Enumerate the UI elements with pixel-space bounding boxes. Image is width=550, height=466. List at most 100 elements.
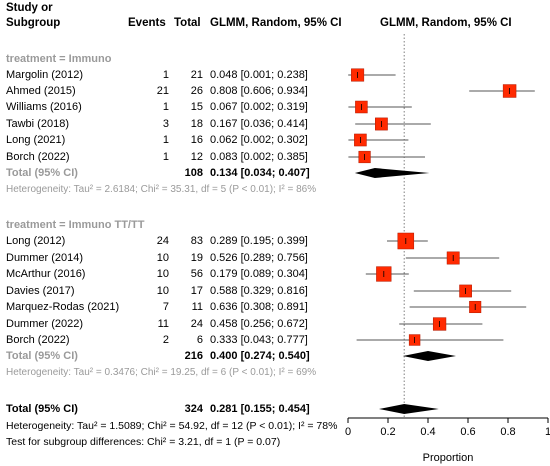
study-ci: 0.167 [0.036; 0.414]	[210, 118, 308, 130]
study-ci: 0.636 [0.308; 0.891]	[210, 301, 308, 313]
study-total: 15	[190, 101, 203, 113]
study-row: Marquez-Rodas (2021) 7 11 0.636 [0.308; …	[0, 300, 550, 314]
study-total: 16	[190, 134, 203, 146]
pooled-row: Total (95% CI) 108 0.134 [0.034; 0.407]	[0, 166, 550, 180]
study-name: Borch (2022)	[6, 151, 70, 163]
study-total: 56	[190, 268, 203, 280]
x-tick-label: 0.6	[460, 426, 475, 438]
study-row: Long (2021) 1 16 0.062 [0.002; 0.302]	[0, 133, 550, 147]
study-ci: 0.588 [0.329; 0.816]	[210, 285, 308, 297]
study-name: Dummer (2014)	[6, 252, 84, 264]
overall-total: 324	[184, 403, 203, 415]
study-ci: 0.048 [0.001; 0.238]	[210, 69, 308, 81]
study-name: Marquez-Rodas (2021)	[6, 301, 120, 313]
overall-ci: 0.281 [0.155; 0.454]	[210, 403, 310, 415]
header-subgroup: Subgroup	[6, 17, 61, 29]
study-row: Borch (2022) 1 12 0.083 [0.002; 0.385]	[0, 150, 550, 164]
study-total: 83	[190, 235, 203, 247]
pooled-ci: 0.134 [0.034; 0.407]	[210, 167, 310, 179]
study-name: Long (2012)	[6, 235, 66, 247]
study-events: 10	[156, 268, 169, 280]
study-name: Williams (2016)	[6, 101, 82, 113]
study-row: Dummer (2014) 10 19 0.526 [0.289; 0.756]	[0, 251, 550, 265]
x-tick-label: 0.4	[420, 426, 435, 438]
study-total: 19	[190, 252, 203, 264]
header-events: Events	[128, 17, 166, 29]
x-axis-label: Proportion	[423, 452, 474, 464]
study-ci: 0.526 [0.289; 0.756]	[210, 252, 308, 264]
pooled-total: 108	[184, 167, 203, 179]
study-ci: 0.083 [0.002; 0.385]	[210, 151, 308, 163]
study-row: Tawbi (2018) 3 18 0.167 [0.036; 0.414]	[0, 117, 550, 131]
study-name: Davies (2017)	[6, 285, 75, 297]
heterogeneity-text: Heterogeneity: Tau² = 2.6184; Chi² = 35.…	[6, 184, 317, 195]
study-events: 1	[162, 101, 169, 113]
study-ci: 0.062 [0.002; 0.302]	[210, 134, 308, 146]
x-tick-label: 0	[345, 426, 351, 438]
study-row: Borch (2022) 2 6 0.333 [0.043; 0.777]	[0, 333, 550, 347]
x-tick-label: 0.2	[380, 426, 395, 438]
study-events: 7	[162, 301, 169, 313]
header-study: Study or	[6, 2, 53, 14]
study-ci: 0.458 [0.256; 0.672]	[210, 318, 308, 330]
study-events: 10	[156, 285, 169, 297]
header-total: Total	[174, 17, 201, 29]
study-row: Dummer (2022) 11 24 0.458 [0.256; 0.672]	[0, 317, 550, 331]
study-row: McArthur (2016) 10 56 0.179 [0.089; 0.30…	[0, 267, 550, 281]
pooled-diamond	[379, 404, 439, 414]
study-events: 1	[162, 151, 169, 163]
header-plot: GLMM, Random, 95% CI	[380, 17, 512, 29]
study-total: 24	[190, 318, 203, 330]
study-name: Ahmed (2015)	[6, 85, 76, 97]
study-name: Margolin (2012)	[6, 69, 84, 81]
study-name: Borch (2022)	[6, 334, 70, 346]
pooled-total: 216	[184, 350, 203, 362]
overall-row: Total (95% CI) 324 0.281 [0.155; 0.454]	[0, 402, 550, 416]
group-label-immuno: treatment = Immuno	[6, 53, 112, 65]
study-name: Dummer (2022)	[6, 318, 84, 330]
pooled-name: Total (95% CI)	[6, 167, 78, 179]
study-total: 11	[191, 301, 203, 313]
study-total: 21	[190, 69, 203, 81]
study-row: Williams (2016) 1 15 0.067 [0.002; 0.319…	[0, 100, 550, 114]
x-tick-label: 1	[545, 426, 550, 438]
study-ci: 0.179 [0.089; 0.304]	[210, 268, 308, 280]
study-row: Long (2012) 24 83 0.289 [0.195; 0.399]	[0, 234, 550, 248]
study-events: 1	[162, 69, 169, 81]
pooled-name: Total (95% CI)	[6, 350, 78, 362]
study-events: 21	[156, 85, 169, 97]
study-row: Davies (2017) 10 17 0.588 [0.329; 0.816]	[0, 284, 550, 298]
study-row: Ahmed (2015) 21 26 0.808 [0.606; 0.934]	[0, 84, 550, 98]
study-total: 26	[190, 85, 203, 97]
overall-name: Total (95% CI)	[6, 403, 78, 415]
subgroup-test: Test for subgroup differences: Chi² = 3.…	[6, 436, 281, 448]
study-ci: 0.289 [0.195; 0.399]	[210, 235, 308, 247]
study-ci: 0.808 [0.606; 0.934]	[210, 85, 308, 97]
group-label-immuno-tt: treatment = Immuno TT/TT	[6, 219, 145, 231]
pooled-diamond	[354, 168, 430, 178]
study-events: 10	[156, 252, 169, 264]
study-events: 11	[157, 318, 169, 330]
study-row: Margolin (2012) 1 21 0.048 [0.001; 0.238…	[0, 68, 550, 82]
study-total: 6	[196, 334, 203, 346]
study-name: Tawbi (2018)	[6, 118, 69, 130]
header-ci: GLMM, Random, 95% CI	[210, 17, 342, 29]
study-name: Long (2021)	[6, 134, 66, 146]
study-events: 24	[156, 235, 169, 247]
study-ci: 0.067 [0.002; 0.319]	[210, 101, 308, 113]
study-total: 18	[190, 118, 203, 130]
study-total: 17	[190, 285, 203, 297]
study-events: 2	[162, 334, 169, 346]
study-events: 1	[162, 134, 169, 146]
x-tick-label: 0.8	[500, 426, 515, 438]
study-events: 3	[162, 118, 169, 130]
study-name: McArthur (2016)	[6, 268, 86, 280]
study-total: 12	[190, 151, 203, 163]
heterogeneity-text: Heterogeneity: Tau² = 0.3476; Chi² = 19.…	[6, 367, 317, 378]
overall-heterogeneity: Heterogeneity: Tau² = 1.5089; Chi² = 54.…	[6, 420, 338, 432]
study-ci: 0.333 [0.043; 0.777]	[210, 334, 308, 346]
pooled-diamond	[402, 351, 456, 361]
pooled-row: Total (95% CI) 216 0.400 [0.274; 0.540]	[0, 349, 550, 363]
pooled-ci: 0.400 [0.274; 0.540]	[210, 350, 310, 362]
